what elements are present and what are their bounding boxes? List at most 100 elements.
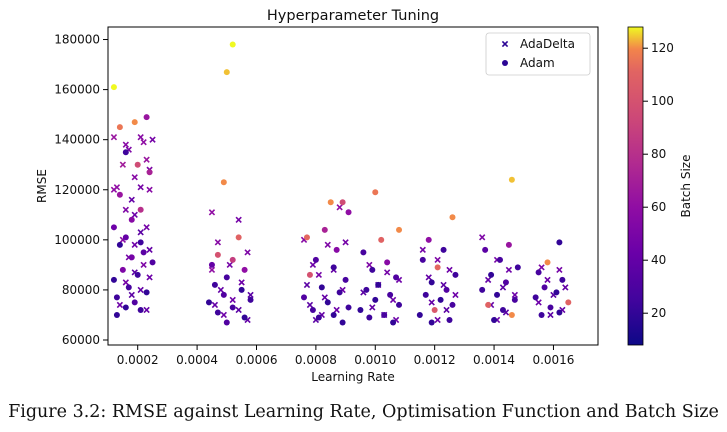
point-adam xyxy=(446,316,453,323)
point-adam xyxy=(440,246,447,253)
point-adam xyxy=(214,309,221,316)
point-adam xyxy=(559,276,566,283)
point-adadelta xyxy=(244,249,251,256)
point-adam xyxy=(211,281,218,288)
point-adam xyxy=(556,309,563,316)
x-tick-label: 0.0012 xyxy=(414,353,456,367)
point-adam xyxy=(125,284,132,291)
point-adam xyxy=(143,289,150,296)
point-adadelta xyxy=(505,266,513,274)
legend-box xyxy=(485,32,591,76)
point-adam xyxy=(214,251,221,258)
data-points xyxy=(110,41,572,326)
point-adadelta xyxy=(143,156,150,163)
point-adam xyxy=(553,289,560,296)
point-adadelta xyxy=(238,279,245,286)
point-adam xyxy=(422,291,429,298)
point-adam xyxy=(372,296,379,303)
colorbar-tick-label: 40 xyxy=(651,253,666,267)
point-adadelta xyxy=(484,276,492,284)
legend: AdaDelta Adam xyxy=(485,32,591,76)
point-adadelta xyxy=(131,241,138,249)
point-adadelta xyxy=(562,284,569,291)
point-adadelta xyxy=(110,134,118,141)
point-adam xyxy=(393,274,400,281)
point-adam xyxy=(428,279,435,286)
point-adam xyxy=(137,306,144,313)
point-adadelta xyxy=(122,141,129,148)
colorbar-label: Batch Size xyxy=(679,155,693,218)
point-adam xyxy=(505,241,512,248)
point-adam xyxy=(428,319,435,326)
point-adam xyxy=(369,266,376,273)
y-axis-ticks: 60000 80000 100000 120000 140000 160000 180000 xyxy=(54,33,108,347)
point-adadelta xyxy=(321,294,328,301)
point-adam xyxy=(479,286,486,293)
point-adam xyxy=(339,319,346,326)
y-tick-label: 140000 xyxy=(54,133,100,147)
legend-marker-adam-glyph xyxy=(502,60,508,66)
x-axis-ticks: 0.0002 0.0004 0.0006 0.0008 0.0010 0.0012 0.00… xyxy=(117,345,574,367)
point-adadelta xyxy=(116,301,124,309)
point-adadelta xyxy=(479,234,486,241)
point-adam xyxy=(116,241,123,248)
point-adam xyxy=(223,319,230,326)
point-adam xyxy=(303,234,310,241)
point-adadelta xyxy=(122,206,129,213)
point-adadelta xyxy=(369,304,376,311)
point-adadelta xyxy=(119,161,127,168)
point-adam xyxy=(431,306,438,313)
point-adam xyxy=(241,266,248,273)
point-adam xyxy=(547,304,554,311)
point-adam xyxy=(131,299,138,306)
point-adam xyxy=(378,236,385,243)
point-adam xyxy=(306,271,313,278)
point-adadelta xyxy=(389,296,397,304)
point-adadelta xyxy=(366,261,373,269)
point-adadelta xyxy=(303,281,311,289)
point-adam xyxy=(491,316,498,323)
colorbar-tick-label: 60 xyxy=(651,200,666,214)
point-adadelta xyxy=(140,261,147,269)
point-adam xyxy=(238,286,245,293)
point-adadelta xyxy=(143,224,150,231)
x-tick-label: 0.0008 xyxy=(295,353,337,367)
point-adadelta xyxy=(229,296,236,304)
point-adam xyxy=(220,291,227,298)
point-adam xyxy=(396,301,403,308)
point-adam xyxy=(499,306,506,313)
point-adadelta xyxy=(428,299,435,306)
point-adadelta xyxy=(137,184,144,191)
scatter-figure: Hyperparameter Tuning 0.0002 0.0004 0.0006… xyxy=(35,8,693,384)
point-adadelta xyxy=(143,306,150,314)
plot-frame xyxy=(107,26,599,346)
colorbar-tick-label: 80 xyxy=(651,147,666,161)
point-adadelta xyxy=(306,301,314,309)
point-adam xyxy=(360,249,367,256)
point-adam xyxy=(146,169,153,176)
point-adadelta xyxy=(547,311,554,319)
point-adam xyxy=(532,294,539,301)
point-adam xyxy=(229,41,236,48)
point-adam xyxy=(544,259,551,266)
point-adam xyxy=(511,296,518,303)
point-adam xyxy=(312,256,319,263)
point-adadelta xyxy=(146,246,153,254)
point-adam xyxy=(205,299,212,306)
point-adam xyxy=(425,236,432,243)
y-axis-label: RMSE xyxy=(35,169,49,203)
point-adam xyxy=(375,281,382,288)
point-adam xyxy=(384,259,391,266)
point-adam xyxy=(452,271,459,278)
point-adadelta xyxy=(137,229,144,236)
colorbar-tick-label: 20 xyxy=(651,306,666,320)
colorbar-tick-label: 100 xyxy=(651,94,674,108)
point-adam xyxy=(390,319,397,326)
point-adam xyxy=(488,271,495,278)
point-adam xyxy=(247,296,254,303)
y-tick-label: 180000 xyxy=(54,33,100,47)
point-adadelta xyxy=(452,291,459,299)
point-adadelta xyxy=(538,264,545,271)
point-adam xyxy=(241,314,248,321)
point-adadelta xyxy=(137,286,144,294)
